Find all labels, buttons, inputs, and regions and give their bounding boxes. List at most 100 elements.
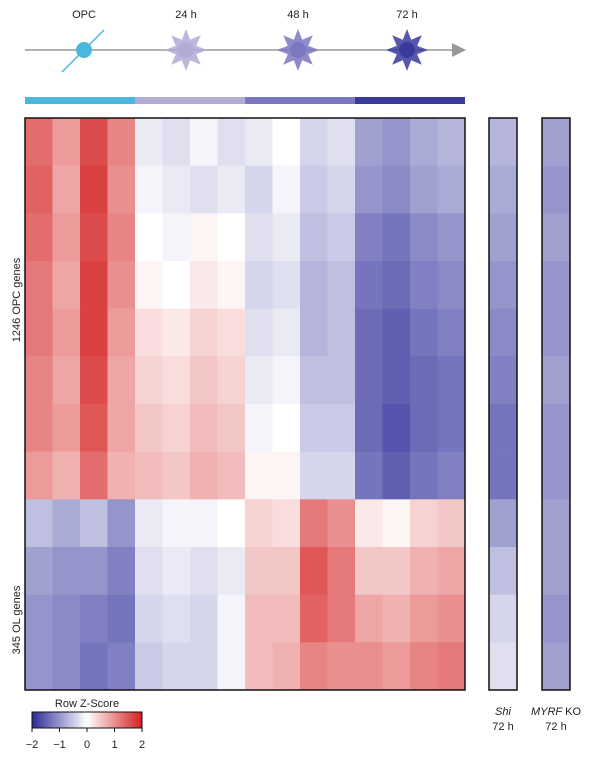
- heat-cell: [300, 594, 328, 643]
- heat-cell: [25, 213, 53, 262]
- heat-cell: [437, 594, 466, 643]
- heat-cell: [300, 261, 328, 309]
- heat-cell: [272, 404, 301, 452]
- heat-cell: [327, 594, 356, 643]
- heat-cell: [52, 499, 81, 548]
- side-cell: [542, 261, 570, 309]
- heat-cell: [217, 594, 246, 643]
- heat-cell: [107, 213, 136, 262]
- cell-icons: OPC 24 h 48 h 72 h: [72, 9, 428, 71]
- row-group-label: 1246 OPC genes: [11, 257, 23, 342]
- side-cell: [489, 594, 517, 643]
- heat-cell: [437, 642, 466, 691]
- heat-cell: [80, 165, 108, 214]
- heat-cell: [272, 213, 301, 262]
- heat-cell: [190, 499, 218, 548]
- heat-cell: [437, 547, 466, 595]
- heat-cell: [410, 451, 438, 500]
- heat-cell: [382, 404, 411, 452]
- heat-cell: [135, 118, 163, 166]
- panel-time: 72 h: [492, 721, 513, 733]
- heatmap-border: [24, 117, 466, 691]
- heat-cell: [410, 165, 438, 214]
- heat-cell: [25, 642, 53, 691]
- heat-cell: [410, 404, 438, 452]
- heat-cell: [107, 404, 136, 452]
- heat-cell: [135, 404, 163, 452]
- heat-cell: [80, 404, 108, 452]
- heat-cell: [190, 642, 218, 691]
- heat-cell: [410, 499, 438, 548]
- side-border: [541, 117, 571, 691]
- heat-cell: [272, 356, 301, 405]
- heat-cell: [80, 308, 108, 357]
- heat-cell: [162, 451, 191, 500]
- heat-cell: [162, 261, 191, 309]
- heat-cell: [107, 118, 136, 166]
- colorbar-tick-label: 2: [139, 739, 145, 751]
- heat-cell: [107, 356, 136, 405]
- heat-cell: [80, 261, 108, 309]
- heat-cell: [217, 499, 246, 548]
- heat-cell: [300, 499, 328, 548]
- stage-label: 72 h: [396, 9, 417, 21]
- heat-cell: [190, 547, 218, 595]
- heat-cell: [437, 118, 466, 166]
- side-cell: [489, 165, 517, 214]
- heat-cell: [382, 308, 411, 357]
- heat-cell: [327, 499, 356, 548]
- cell-body: [290, 42, 306, 58]
- heat-cell: [80, 451, 108, 500]
- heat-cell: [107, 308, 136, 357]
- heat-cell: [382, 118, 411, 166]
- heat-cell: [245, 308, 273, 357]
- heat-cell: [355, 642, 383, 691]
- heat-cell: [272, 499, 301, 548]
- heat-cell: [135, 499, 163, 548]
- heat-cell: [107, 451, 136, 500]
- heat-cell: [135, 165, 163, 214]
- heat-cell: [25, 451, 53, 500]
- heat-cell: [107, 547, 136, 595]
- heat-cell: [327, 165, 356, 214]
- heat-cell: [135, 451, 163, 500]
- stage-label: OPC: [72, 9, 96, 21]
- heat-cell: [272, 594, 301, 643]
- heat-cell: [355, 356, 383, 405]
- heat-cell: [382, 213, 411, 262]
- heat-cell: [25, 404, 53, 452]
- heat-cell: [355, 165, 383, 214]
- side-cell: [542, 308, 570, 357]
- colorbar-ramp: [31, 711, 143, 729]
- heat-cell: [135, 547, 163, 595]
- heat-cell: [355, 499, 383, 548]
- heat-cell: [190, 356, 218, 405]
- heat-cell: [135, 642, 163, 691]
- heat-cell: [300, 547, 328, 595]
- side-cell: [489, 451, 517, 500]
- heat-cell: [162, 547, 191, 595]
- heat-cell: [245, 594, 273, 643]
- heat-cell: [107, 594, 136, 643]
- heat-cell: [327, 642, 356, 691]
- heat-cell: [245, 404, 273, 452]
- heat-cell: [327, 547, 356, 595]
- heat-cell: [437, 213, 466, 262]
- heat-cell: [245, 547, 273, 595]
- heat-cell: [25, 308, 53, 357]
- heat-cell: [245, 356, 273, 405]
- heat-cell: [52, 547, 81, 595]
- heat-cell: [300, 642, 328, 691]
- heat-cell: [355, 118, 383, 166]
- heat-cell: [135, 594, 163, 643]
- side-cell: [489, 356, 517, 405]
- heat-cell: [245, 165, 273, 214]
- heat-cell: [245, 118, 273, 166]
- heat-cell: [190, 118, 218, 166]
- row-group-label: 345 OL genes: [11, 585, 23, 654]
- heat-cell: [190, 404, 218, 452]
- panel-label: Shi: [495, 706, 511, 718]
- panel-gene: MYRF: [531, 706, 563, 718]
- heat-cell: [80, 356, 108, 405]
- stage-bar: [25, 97, 465, 104]
